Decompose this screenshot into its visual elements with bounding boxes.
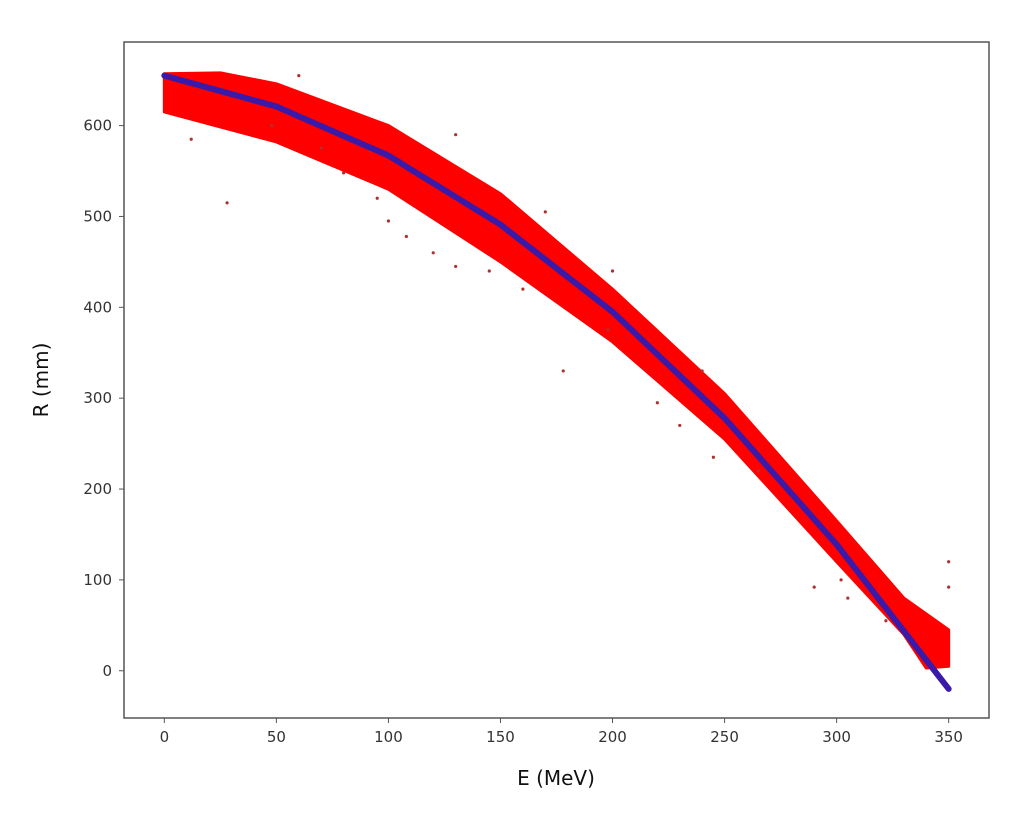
scatter-point [297,74,301,78]
scatter-point [756,469,760,473]
scatter-point [319,146,323,150]
x-tick-label: 300 [822,728,851,746]
x-tick-label: 100 [374,728,403,746]
scatter-point [561,369,565,373]
scatter-point [947,585,951,589]
scatter-point [846,596,850,600]
scatter-point [543,210,547,214]
scatter-point [700,369,704,373]
x-tick-label: 150 [486,728,515,746]
plot-frame [123,41,990,719]
scatter-point [610,269,615,273]
y-tick-label: 500 [83,207,112,225]
scatter-point [189,137,193,141]
scatter-point [342,171,346,175]
x-tick-label: 50 [267,728,286,746]
x-tick-label: 350 [934,728,963,746]
scatter-point [678,423,682,428]
scatter-point [404,234,408,239]
scatter-band [162,71,951,670]
scatter-point [487,269,491,273]
x-tick-label: 250 [710,728,739,746]
y-tick-label: 300 [83,389,112,407]
scatter-point [521,287,525,291]
scatter-point [884,619,888,623]
y-axis-label: R (mm) [29,343,53,418]
scatter-point [606,328,610,332]
y-tick-label: 600 [83,117,112,135]
scatter-point [386,219,391,223]
scatter-point [812,585,816,589]
scatter-point [454,264,458,269]
fit-curve [161,72,952,692]
x-tick-label: 0 [160,728,170,746]
scatter-point [454,133,458,137]
scatter-point [947,560,951,564]
scatter-point [431,251,435,255]
scatter-point [270,123,274,128]
x-tick-label: 200 [598,728,627,746]
y-tick-label: 200 [83,480,112,498]
scatter-point [375,196,379,200]
y-tick-label: 100 [83,571,112,589]
y-tick-label: 400 [83,298,112,316]
scatter-point [711,455,715,459]
scatter-point [839,578,843,582]
y-tick-label: 0 [102,662,112,680]
scatter-point [655,401,659,405]
scatter-point [225,201,229,205]
x-axis-label: E (MeV) [517,766,595,790]
